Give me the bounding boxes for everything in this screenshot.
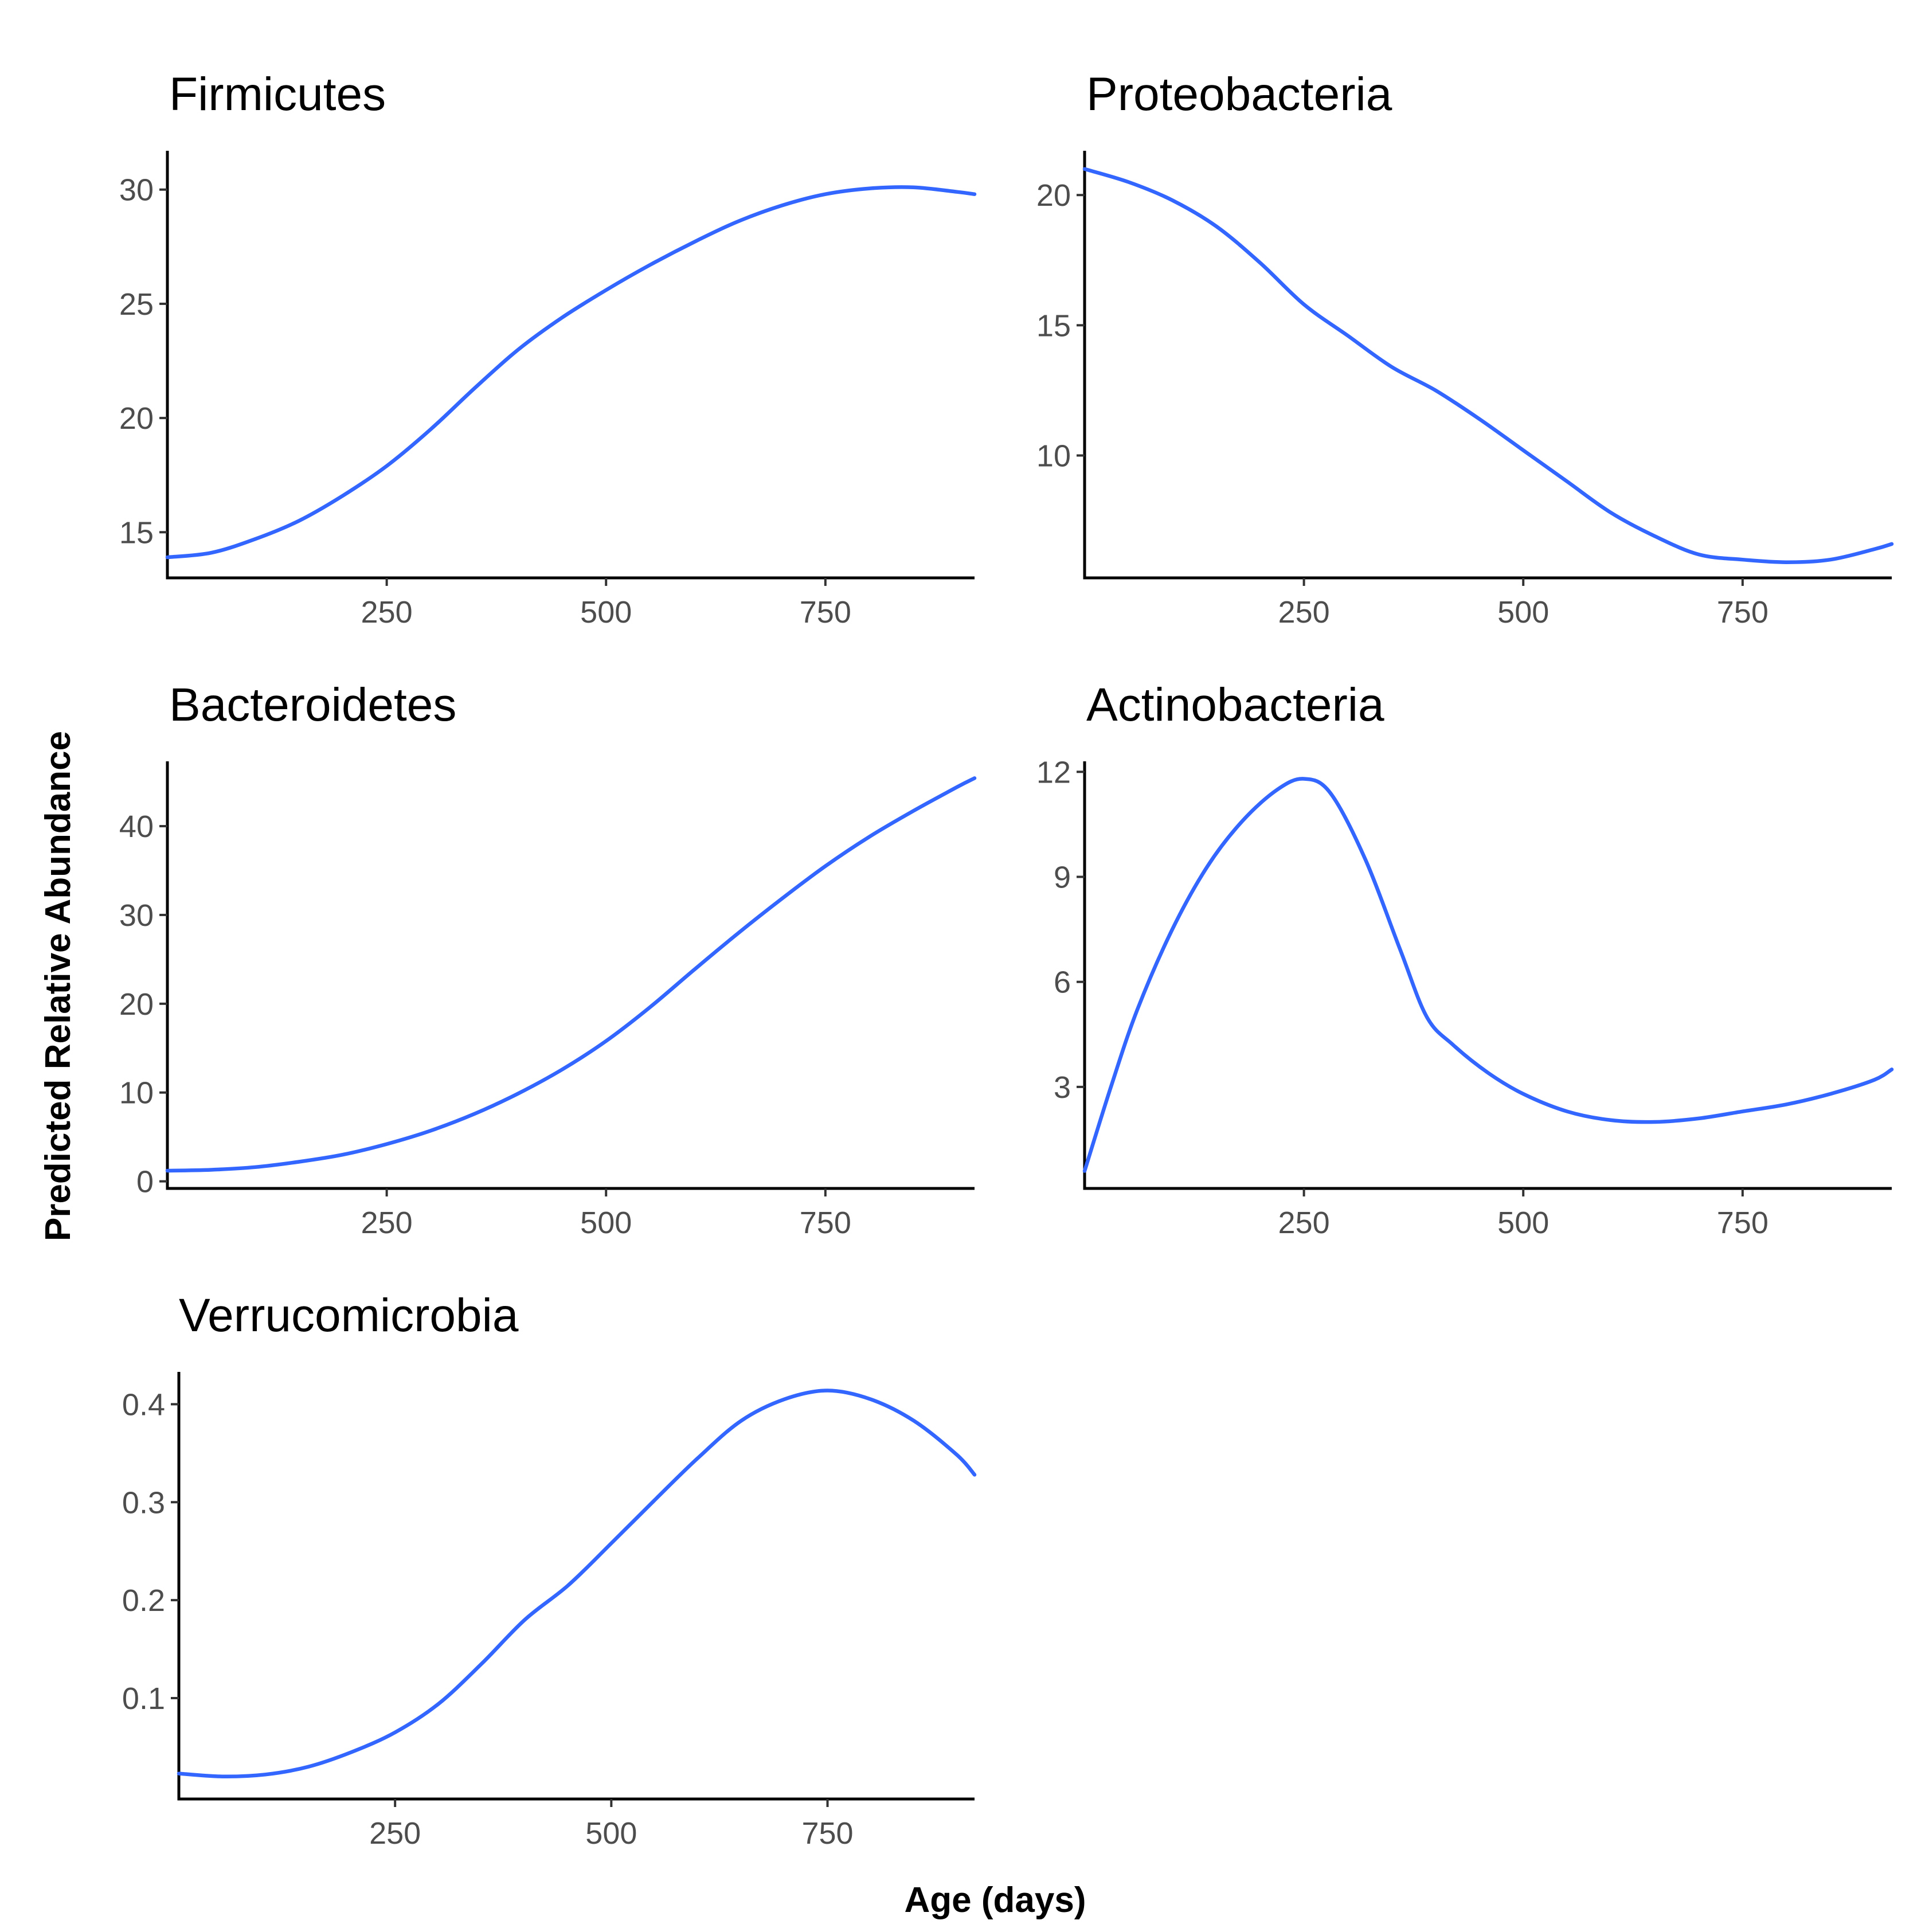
x-tick-label: 500 — [585, 1816, 637, 1851]
y-tick-label: 10 — [1036, 439, 1071, 473]
y-tick-label: 6 — [1054, 965, 1071, 1000]
panel-title: Firmicutes — [169, 68, 386, 120]
x-tick-label: 750 — [1717, 595, 1769, 629]
x-tick-label: 750 — [800, 595, 851, 629]
x-tick-label: 500 — [1497, 595, 1549, 629]
x-tick-label: 500 — [580, 595, 632, 629]
x-tick-label: 500 — [580, 1206, 632, 1240]
x-tick-label: 250 — [361, 1206, 413, 1240]
x-tick-label: 250 — [369, 1816, 421, 1851]
panel-proteobacteria: Proteobacteria 10 15 20 250 500 750 — [1036, 68, 1894, 629]
series-line-verrucomicrobia — [177, 1389, 977, 1779]
y-tick-label: 15 — [119, 515, 154, 550]
y-tick-label: 30 — [119, 173, 154, 208]
y-axis-label: Predicted Relative Abundance — [38, 731, 78, 1241]
series-line-proteobacteria — [1082, 167, 1894, 564]
x-tick-label: 750 — [801, 1816, 853, 1851]
y-tick-label: 40 — [119, 809, 154, 844]
y-tick-label: 0.2 — [122, 1583, 165, 1618]
y-tick-label: 20 — [1036, 178, 1071, 213]
series-line-firmicutes — [165, 185, 977, 560]
y-tick-label: 20 — [119, 401, 154, 436]
y-tick-label: 15 — [1036, 308, 1071, 343]
panel-title: Actinobacteria — [1086, 679, 1384, 731]
panel-title: Verrucomicrobia — [179, 1289, 519, 1342]
x-axis-label: Age (days) — [905, 1880, 1086, 1920]
y-tick-label: 12 — [1036, 755, 1071, 789]
series-line-actinobacteria — [1082, 777, 1894, 1173]
x-tick-label: 250 — [1278, 595, 1330, 629]
y-tick-label: 20 — [119, 987, 154, 1022]
y-tick-label: 9 — [1054, 861, 1071, 895]
y-tick-label: 10 — [119, 1076, 154, 1110]
x-tick-label: 500 — [1497, 1206, 1549, 1240]
x-tick-label: 250 — [361, 595, 413, 629]
panel-bacteroidetes: Bacteroidetes 0 10 20 30 40 250 500 750 — [119, 679, 977, 1240]
series-line-bacteroidetes — [165, 776, 977, 1173]
y-tick-label: 25 — [119, 287, 154, 322]
y-tick-label: 0.1 — [122, 1681, 165, 1716]
x-tick-label: 750 — [800, 1206, 851, 1240]
y-tick-label: 30 — [119, 898, 154, 933]
y-tick-label: 0 — [136, 1165, 154, 1199]
panel-actinobacteria: Actinobacteria 3 6 9 12 250 500 750 — [1036, 679, 1894, 1240]
x-tick-label: 250 — [1278, 1206, 1330, 1240]
y-tick-label: 0.3 — [122, 1485, 165, 1520]
panel-firmicutes: Firmicutes 15 20 25 30 250 500 750 — [119, 68, 977, 629]
y-tick-label: 0.4 — [122, 1387, 165, 1422]
x-tick-label: 750 — [1717, 1206, 1769, 1240]
panel-title: Proteobacteria — [1086, 68, 1392, 120]
panel-title: Bacteroidetes — [169, 679, 456, 731]
panel-verrucomicrobia: Verrucomicrobia 0.1 0.2 0.3 0.4 250 500 750 — [122, 1289, 977, 1851]
y-tick-label: 3 — [1054, 1070, 1071, 1105]
